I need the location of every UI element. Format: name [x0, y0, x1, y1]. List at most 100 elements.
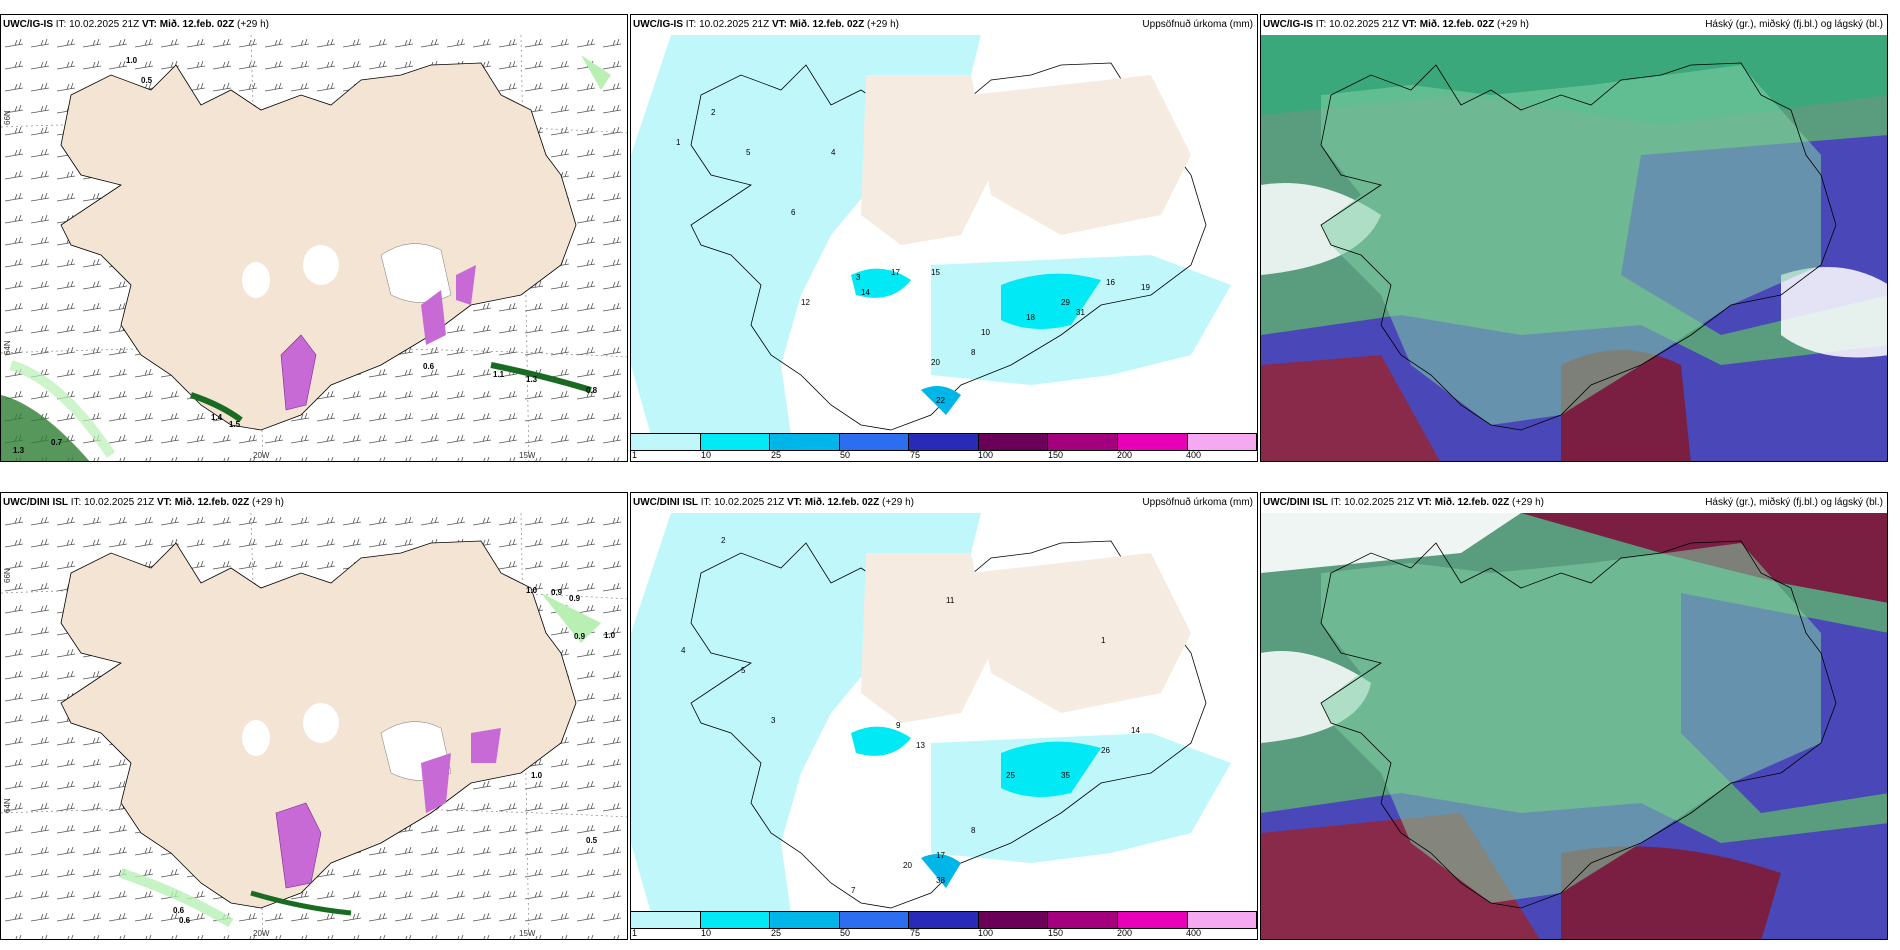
- legend-swatch: [909, 434, 979, 450]
- legend-tick: 25: [771, 450, 782, 460]
- wind-label: 1.3: [13, 446, 25, 455]
- legend-tick: 400: [1186, 450, 1202, 460]
- wind-label: 0.6: [179, 916, 191, 925]
- precip-label: 18: [1026, 313, 1035, 322]
- legend-tick: 1: [632, 928, 638, 938]
- wind-label: 1.3: [526, 375, 538, 384]
- wind-label: 0.9: [551, 588, 563, 597]
- wind-label: 1.5: [229, 420, 241, 429]
- legend-swatch: [631, 434, 701, 450]
- legend-swatch: [700, 434, 771, 450]
- legend-swatch: [770, 434, 840, 450]
- precip-map: 4 5 11 13 9 26 35 25 17 20 38 14 2 1 3 7…: [631, 513, 1257, 913]
- wind-label: 1.4: [211, 413, 223, 422]
- legend-swatch: [839, 434, 910, 450]
- precip-label: 14: [1131, 726, 1140, 735]
- legend-swatch: [978, 434, 1049, 450]
- precip-label: 20: [931, 358, 940, 367]
- precip-label: 1: [1101, 636, 1106, 645]
- legend-tick: 25: [771, 928, 782, 938]
- lat-label: 66N: [3, 568, 12, 583]
- precip-label: 5: [741, 666, 746, 675]
- lon-label: 20W: [253, 929, 270, 938]
- legend-tick: 10: [701, 928, 712, 938]
- wind-label: 0.6: [423, 362, 435, 371]
- precip-label: 38: [936, 876, 945, 885]
- legend-swatch: [909, 912, 979, 928]
- precip-label: 2: [721, 536, 726, 545]
- precip-label: 17: [936, 851, 945, 860]
- precip-label: 7: [851, 886, 856, 895]
- legend-tick: 150: [1048, 450, 1064, 460]
- precip-label: 19: [1141, 283, 1150, 292]
- legend-tick: 75: [910, 450, 921, 460]
- wind-label: 1.0: [531, 771, 543, 780]
- precip-label: 1: [676, 138, 681, 147]
- legend-tick: 1: [632, 450, 638, 460]
- legend-swatch: [1187, 912, 1257, 928]
- precip-label: 10: [981, 328, 990, 337]
- precip-label: 31: [1076, 308, 1085, 317]
- precip-label: 11: [946, 596, 955, 605]
- wind-map: 1.0 0.5 1.1 1.3 0.8 0.6 1.4 1.5 1.3 0.7: [1, 35, 627, 461]
- precip-label: 16: [1106, 278, 1115, 287]
- wind-label: 0.6: [173, 906, 185, 915]
- legend-tick: 200: [1117, 928, 1133, 938]
- legend-tick: 50: [840, 450, 851, 460]
- panel-header: UWC/IG-IS IT: 10.02.2025 21Z VT: Mið. 12…: [1261, 15, 1887, 35]
- precip-legend: 1 10 25 50 75 100 150 200 400: [631, 911, 1257, 939]
- precip-label: 35: [1061, 771, 1070, 780]
- panel-header: UWC/DINI ISL IT: 10.02.2025 21Z VT: Mið.…: [631, 493, 1257, 513]
- precip-label: 8: [971, 348, 976, 357]
- wind-label: 0.9: [569, 594, 581, 603]
- panel-header: UWC/IG-IS IT: 10.02.2025 21Z VT: Mið. 12…: [631, 15, 1257, 35]
- wind-label: 0.5: [141, 76, 153, 85]
- legend-swatch: [1187, 434, 1257, 450]
- precip-label: 17: [891, 268, 900, 277]
- legend-swatch: [1048, 912, 1118, 928]
- wind-label: 1.0: [526, 586, 538, 595]
- panel-header: UWC/DINI ISL IT: 10.02.2025 21Z VT: Mið.…: [1261, 493, 1887, 513]
- precip-label: 29: [1061, 298, 1070, 307]
- panel-clouds-ig-is: UWC/IG-IS IT: 10.02.2025 21Z VT: Mið. 12…: [1260, 14, 1888, 462]
- precip-label: 6: [791, 208, 796, 217]
- wind-label: 1.1: [493, 370, 505, 379]
- legend-swatch: [1048, 434, 1118, 450]
- precip-label: 8: [971, 826, 976, 835]
- legend-swatch: [700, 912, 771, 928]
- legend-swatch: [770, 912, 840, 928]
- legend-tick: 100: [978, 450, 994, 460]
- lon-label: 15W: [519, 451, 536, 460]
- precip-label: 14: [861, 288, 870, 297]
- legend-tick: 100: [978, 928, 994, 938]
- precip-label: 20: [903, 861, 912, 870]
- legend-swatch: [839, 912, 910, 928]
- lon-label: 20W: [253, 451, 270, 460]
- panel-header: UWC/DINI ISL IT: 10.02.2025 21Z VT: Mið.…: [1, 493, 627, 513]
- legend-swatch: [1117, 912, 1188, 928]
- legend-tick: 400: [1186, 928, 1202, 938]
- precip-label: 3: [856, 273, 861, 282]
- legend-tick: 150: [1048, 928, 1064, 938]
- precip-legend: 1 10 25 50 75 100 150 200 400: [631, 433, 1257, 461]
- legend-swatch: [631, 912, 701, 928]
- precip-label: 13: [916, 741, 925, 750]
- legend-tick: 75: [910, 928, 921, 938]
- lat-label: 66N: [3, 110, 12, 125]
- precip-label: 2: [711, 108, 716, 117]
- wind-label: 0.9: [574, 632, 586, 641]
- lat-label: 64N: [3, 798, 12, 813]
- precip-map: 3 5 6 12 14 17 15 20 22 16 29 31 19 18 2…: [631, 35, 1257, 435]
- panel-header: UWC/IG-IS IT: 10.02.2025 21Z VT: Mið. 12…: [1, 15, 627, 35]
- precip-label: 9: [896, 721, 901, 730]
- wind-label: 1.0: [126, 56, 138, 65]
- precip-label: 4: [681, 646, 686, 655]
- legend-tick: 10: [701, 450, 712, 460]
- precip-label: 3: [771, 716, 776, 725]
- wind-label: 0.7: [51, 438, 63, 447]
- legend-tick: 50: [840, 928, 851, 938]
- cloud-map: [1261, 513, 1887, 939]
- lat-label: 64N: [3, 340, 12, 355]
- legend-swatch: [1117, 434, 1188, 450]
- wind-label: 0.8: [586, 386, 598, 395]
